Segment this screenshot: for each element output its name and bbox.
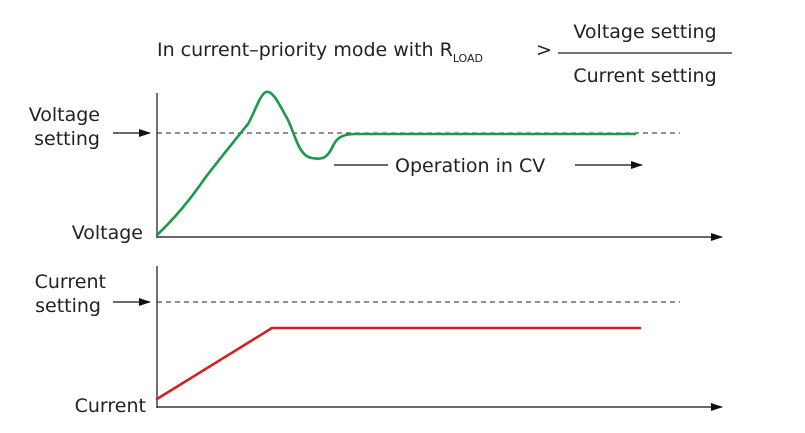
cv-annotation-text: Operation in CV — [395, 155, 545, 177]
title-numerator: Voltage setting — [573, 21, 716, 43]
voltage-curve — [155, 90, 637, 237]
voltage-axis-label: Voltage — [72, 222, 143, 244]
title-subscript: LOAD — [453, 52, 483, 65]
title-denominator: Current setting — [573, 65, 716, 87]
title-prefix: In current–priority mode with R — [157, 39, 453, 61]
current-panel: Current setting Current — [35, 266, 723, 417]
current-curve — [155, 326, 642, 401]
voltage-setting-label-line2: setting — [34, 128, 100, 150]
title-group: In current–priority mode with RLOAD > Vo… — [157, 21, 732, 87]
current-axis-label: Current — [75, 395, 146, 417]
voltage-setting-label-line1: Voltage — [29, 104, 100, 126]
current-setting-label-line1: Current — [35, 271, 106, 293]
svg-text:In current–priority mode with: In current–priority mode with RLOAD — [157, 39, 483, 65]
voltage-panel: Voltage setting Operation in CV Voltage — [29, 90, 723, 244]
title-operator: > — [536, 39, 552, 61]
current-setting-label-line2: setting — [35, 295, 101, 317]
